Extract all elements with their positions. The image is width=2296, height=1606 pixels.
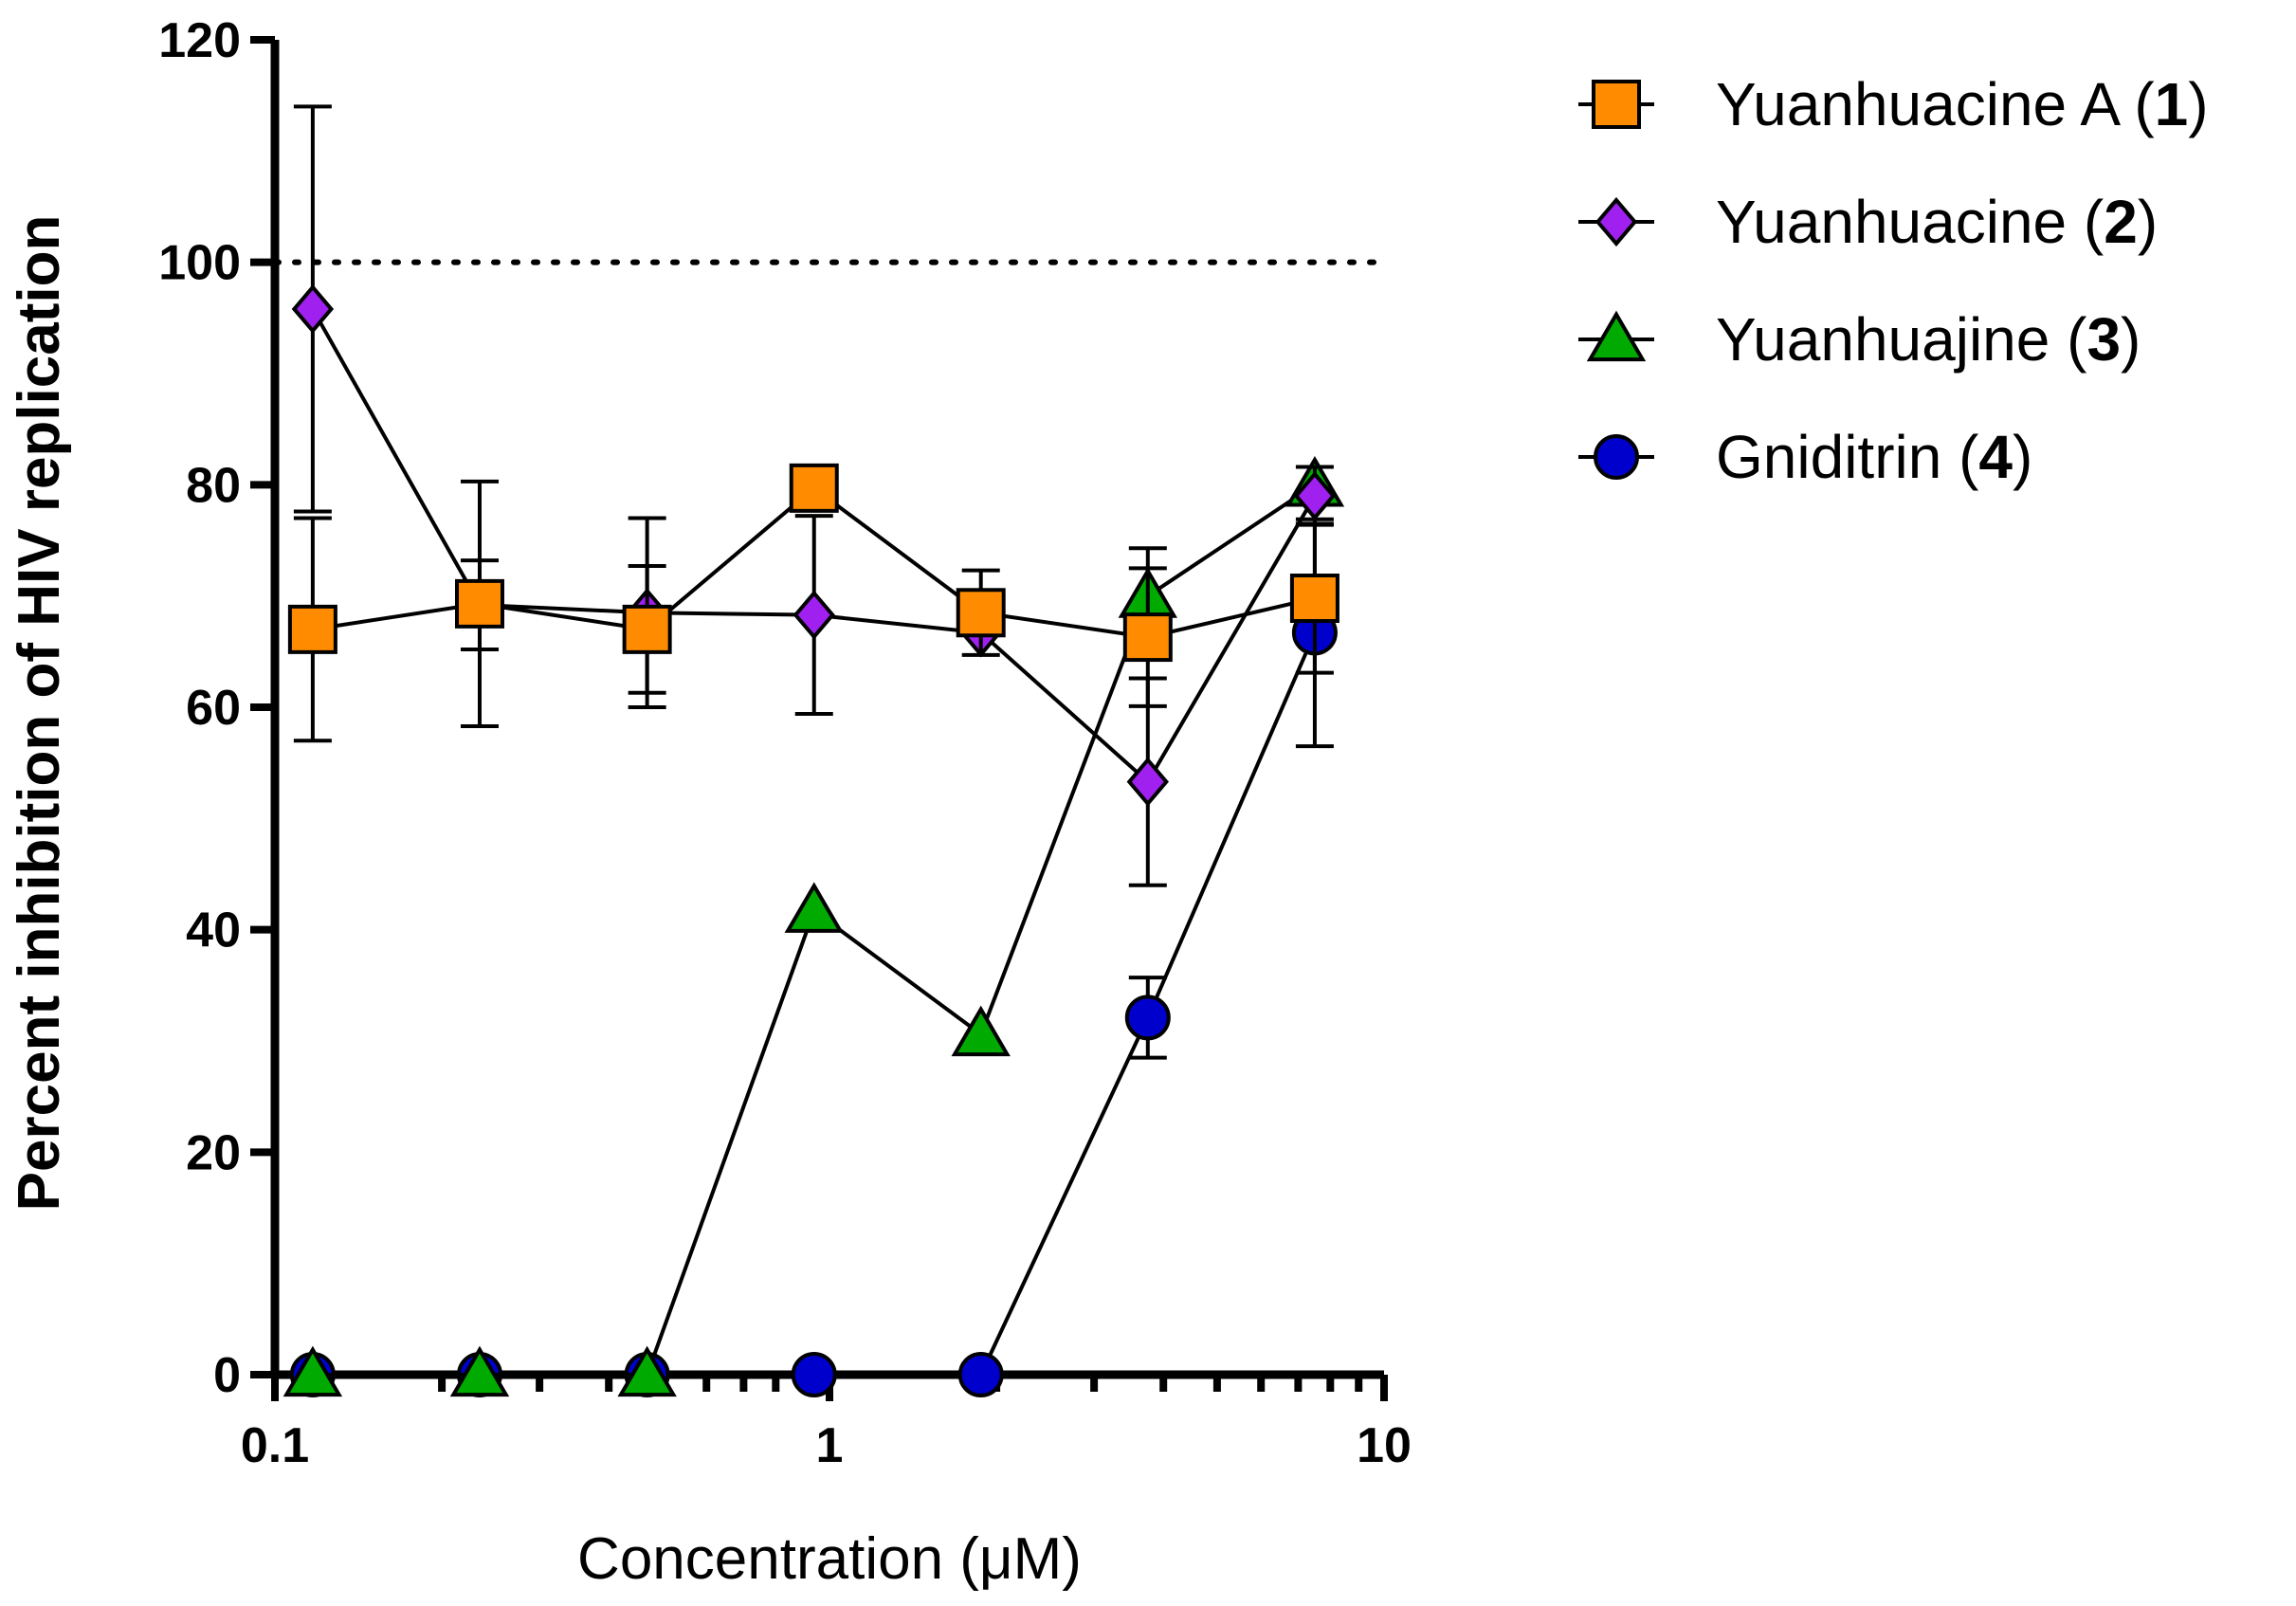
y-axis-title: Percent inhibition of HIV replication	[7, 215, 72, 1212]
marker-diamond	[793, 590, 835, 640]
marker-square	[1592, 80, 1641, 129]
legend-item: Yuanhuacine A (1)	[1578, 70, 2209, 138]
marker-square	[1289, 574, 1339, 624]
legend-name: Yuanhuajine (	[1716, 305, 2086, 374]
y-tick-label: 0	[213, 1348, 241, 1403]
legend-close-paren: )	[2188, 70, 2208, 138]
y-tick-label: 80	[186, 458, 241, 513]
legend-close-paren: )	[2013, 423, 2032, 491]
series-yuanhuacine-a	[287, 463, 1339, 743]
legend-name: Yuanhuacine A (	[1716, 70, 2155, 138]
marker-square	[1122, 612, 1173, 663]
legend-compound-number: 2	[2104, 188, 2138, 256]
marker-circle	[1124, 995, 1171, 1041]
marker-triangle	[282, 1345, 343, 1397]
legend-label: Yuanhuacine A (1)	[1716, 70, 2209, 138]
legend-label: Yuanhuacine (2)	[1716, 188, 2158, 256]
y-tick-label: 100	[158, 236, 241, 291]
legend-close-paren: )	[2138, 188, 2158, 256]
marker-diamond	[1126, 757, 1169, 807]
legend: Yuanhuacine A (1)Yuanhuacine (2)Yuanhuaj…	[1578, 70, 2209, 491]
marker-circle	[791, 1352, 837, 1397]
marker-triangle	[617, 1345, 677, 1397]
legend-label: Gniditrin (4)	[1716, 423, 2032, 491]
legend-item: Yuanhuajine (3)	[1578, 305, 2141, 374]
marker-square	[622, 604, 672, 654]
marker-triangle	[449, 1345, 510, 1397]
legend-compound-number: 1	[2155, 70, 2189, 138]
marker-diamond	[291, 283, 335, 335]
x-axis-title: Concentration (μM)	[577, 1526, 1082, 1592]
legend-close-paren: )	[2121, 305, 2141, 374]
marker-circle	[957, 1352, 1004, 1397]
y-tick-label: 20	[186, 1125, 241, 1180]
marker-square	[789, 463, 839, 513]
legend-label: Yuanhuajine (3)	[1716, 305, 2141, 374]
legend-item: Yuanhuacine (2)	[1578, 188, 2158, 256]
x-tick-label: 0.1	[241, 1418, 309, 1473]
marker-triangle	[784, 882, 844, 933]
legend-name: Yuanhuacine (	[1716, 188, 2104, 256]
marker-diamond	[1594, 196, 1638, 247]
marker-square	[454, 578, 504, 629]
y-tick-label: 60	[186, 681, 241, 736]
legend-compound-number: 4	[1978, 423, 2013, 491]
y-tick-label: 120	[158, 13, 241, 68]
legend-item: Gniditrin (4)	[1578, 423, 2032, 491]
marker-triangle	[951, 1005, 1011, 1057]
x-tick-label: 1	[816, 1418, 844, 1473]
marker-square	[956, 588, 1006, 638]
marker-triangle	[1586, 310, 1647, 362]
marker-diamond	[1293, 470, 1337, 521]
marker-circle	[1594, 434, 1639, 480]
axes: 0 20 40 60 80 100 120 0.1 1 10	[158, 13, 1412, 1473]
marker-square	[287, 604, 337, 654]
legend-name: Gniditrin (	[1716, 423, 1978, 491]
y-tick-label: 40	[186, 903, 241, 958]
x-tick-label: 10	[1357, 1418, 1412, 1473]
legend-compound-number: 3	[2086, 305, 2121, 374]
plot-area	[272, 104, 1387, 1397]
